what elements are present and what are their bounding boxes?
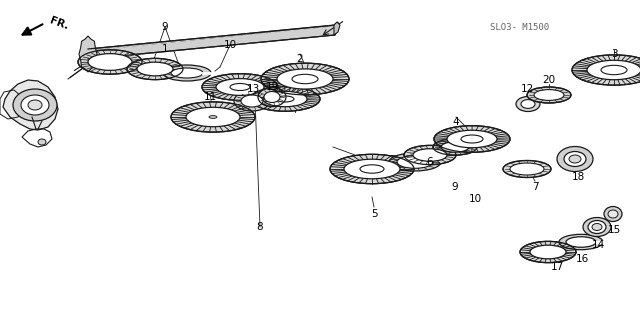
Ellipse shape	[269, 94, 301, 105]
Ellipse shape	[209, 116, 217, 119]
Ellipse shape	[230, 83, 250, 90]
Ellipse shape	[202, 74, 278, 100]
Ellipse shape	[520, 241, 576, 263]
Ellipse shape	[516, 96, 540, 112]
Ellipse shape	[137, 62, 173, 76]
Text: 9: 9	[452, 182, 458, 192]
Ellipse shape	[277, 69, 333, 89]
Ellipse shape	[171, 68, 203, 78]
Ellipse shape	[28, 100, 42, 110]
Ellipse shape	[510, 163, 544, 175]
Ellipse shape	[530, 245, 566, 259]
Ellipse shape	[360, 165, 384, 173]
Ellipse shape	[404, 146, 456, 165]
Text: 17: 17	[550, 262, 564, 272]
Ellipse shape	[292, 74, 318, 84]
Ellipse shape	[13, 89, 57, 121]
Ellipse shape	[241, 95, 263, 107]
Ellipse shape	[78, 50, 142, 74]
Ellipse shape	[601, 65, 627, 75]
Ellipse shape	[594, 63, 634, 77]
Text: 7: 7	[532, 182, 538, 192]
Text: 20: 20	[543, 75, 556, 85]
Ellipse shape	[433, 139, 477, 155]
Ellipse shape	[397, 156, 433, 168]
Polygon shape	[88, 22, 338, 59]
Text: 8: 8	[257, 222, 263, 232]
Ellipse shape	[199, 112, 227, 122]
Text: 11: 11	[204, 92, 216, 102]
Ellipse shape	[566, 237, 596, 247]
Text: 12: 12	[520, 84, 534, 94]
Ellipse shape	[461, 135, 483, 143]
Polygon shape	[3, 80, 58, 130]
Ellipse shape	[21, 95, 49, 115]
Ellipse shape	[186, 107, 240, 127]
Polygon shape	[79, 36, 97, 72]
Ellipse shape	[330, 154, 414, 184]
Ellipse shape	[534, 90, 564, 100]
Text: 6: 6	[427, 157, 433, 167]
Polygon shape	[334, 22, 340, 35]
Ellipse shape	[250, 87, 320, 111]
Ellipse shape	[557, 146, 593, 171]
Text: 10: 10	[223, 40, 237, 50]
Text: 2: 2	[297, 54, 303, 64]
Ellipse shape	[588, 221, 606, 234]
Ellipse shape	[261, 63, 349, 95]
Ellipse shape	[222, 81, 258, 94]
Ellipse shape	[572, 55, 640, 85]
Ellipse shape	[263, 91, 307, 107]
Ellipse shape	[234, 91, 270, 111]
Ellipse shape	[583, 217, 611, 236]
Ellipse shape	[441, 142, 469, 152]
Text: 15: 15	[607, 225, 621, 235]
Ellipse shape	[127, 58, 183, 80]
Ellipse shape	[587, 60, 640, 80]
Ellipse shape	[454, 133, 490, 146]
Ellipse shape	[38, 139, 46, 145]
Ellipse shape	[171, 102, 255, 132]
Ellipse shape	[344, 159, 400, 179]
Text: 13: 13	[246, 84, 260, 94]
Ellipse shape	[536, 248, 560, 256]
Text: 18: 18	[572, 172, 584, 182]
Ellipse shape	[503, 160, 551, 178]
Text: SLO3- M1500: SLO3- M1500	[490, 23, 549, 31]
Ellipse shape	[258, 87, 286, 107]
Ellipse shape	[521, 100, 535, 108]
Text: 14: 14	[591, 240, 605, 250]
Text: 3: 3	[611, 49, 618, 59]
Ellipse shape	[559, 234, 603, 250]
Ellipse shape	[569, 155, 581, 163]
Ellipse shape	[434, 126, 510, 152]
Ellipse shape	[608, 210, 618, 218]
Ellipse shape	[216, 79, 264, 95]
Ellipse shape	[276, 96, 294, 102]
Ellipse shape	[592, 223, 602, 230]
Ellipse shape	[352, 162, 392, 176]
Text: 10: 10	[468, 194, 481, 204]
Ellipse shape	[88, 54, 132, 70]
Ellipse shape	[564, 152, 586, 166]
Ellipse shape	[447, 130, 497, 148]
Text: FR.: FR.	[48, 15, 70, 31]
Text: 1: 1	[162, 44, 168, 54]
Text: 16: 16	[575, 254, 589, 264]
Ellipse shape	[527, 87, 571, 103]
Ellipse shape	[285, 72, 325, 86]
Text: 5: 5	[372, 209, 378, 219]
Ellipse shape	[413, 149, 447, 161]
Ellipse shape	[264, 92, 280, 102]
Ellipse shape	[389, 153, 441, 171]
Text: 19: 19	[266, 82, 278, 92]
Ellipse shape	[604, 206, 622, 222]
Text: 4: 4	[452, 117, 460, 127]
Ellipse shape	[163, 65, 211, 81]
Text: 9: 9	[162, 22, 168, 32]
